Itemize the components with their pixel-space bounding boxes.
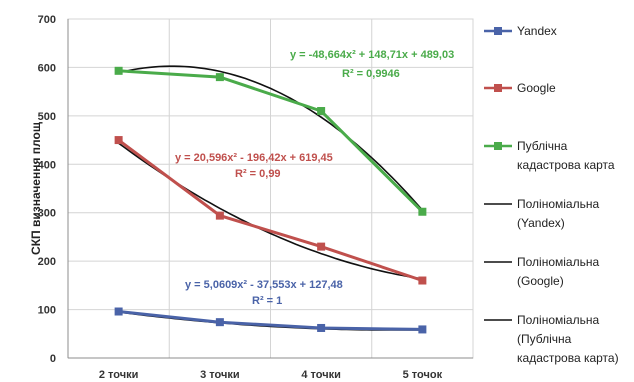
legend-label-trend-yandex: Поліноміальна (Yandex) xyxy=(517,197,599,230)
trend-equation-google: y = 20,596x² - 196,42x + 619,45 xyxy=(175,152,333,164)
legend-label-yandex: Yandex xyxy=(517,24,557,38)
y-tick-label: 600 xyxy=(38,62,56,74)
x-tick-label: 3 точки xyxy=(200,369,240,381)
trend-r2-google: R² = 0,99 xyxy=(235,168,281,180)
data-point-google xyxy=(418,276,427,285)
legend-label-google: Google xyxy=(517,81,556,95)
data-point-yandex xyxy=(418,325,427,334)
trendline-kadastr xyxy=(118,65,424,211)
series-line-yandex xyxy=(118,310,423,331)
x-tick-label: 4 точки xyxy=(301,369,341,381)
data-point-kadastr xyxy=(114,66,123,75)
trend-r2-kadastr: R² = 0,9946 xyxy=(342,68,400,80)
data-point-google xyxy=(317,242,326,251)
data-point-google xyxy=(114,136,123,145)
y-tick-label: 300 xyxy=(38,208,56,220)
trend-equations: y = -48,664x² + 148,71x + 489,03 R² = 0,… xyxy=(175,49,454,307)
x-tick-label: 5 точок xyxy=(403,369,443,381)
legend: Yandex Google Публічна кадастрова карта Полі… xyxy=(484,24,619,365)
trend-r2-yandex: R² = 1 xyxy=(252,295,282,307)
legend-label-trend-kadastr: Поліноміальна (Публічна кадастрова карта) xyxy=(517,313,619,365)
data-point-yandex xyxy=(317,323,326,332)
y-tick-label: 200 xyxy=(38,256,56,268)
y-tick-label: 100 xyxy=(38,305,56,317)
legend-marker-google xyxy=(494,84,502,92)
y-tick-label: 500 xyxy=(38,111,56,123)
legend-marker-kadastr xyxy=(494,142,502,150)
x-tick-label: 2 точки xyxy=(99,369,139,381)
axes: 0 100 200 300 400 500 600 700 2 точки 3 точки 4 то… xyxy=(29,14,473,381)
trend-equation-kadastr: y = -48,664x² + 148,71x + 489,03 xyxy=(290,49,454,61)
data-point-kadastr xyxy=(215,73,224,82)
trend-equation-yandex: y = 5,0609x² - 37,553x + 127,48 xyxy=(185,279,343,291)
data-series xyxy=(114,66,427,334)
data-point-kadastr xyxy=(317,107,326,116)
data-point-google xyxy=(215,211,224,220)
data-point-yandex xyxy=(114,307,123,316)
y-tick-label: 0 xyxy=(50,353,56,365)
y-tick-label: 700 xyxy=(38,14,56,26)
data-point-yandex xyxy=(215,318,224,327)
series-line-google xyxy=(117,138,423,282)
legend-marker-yandex xyxy=(494,27,502,35)
y-tick-label: 400 xyxy=(38,159,56,171)
legend-label-trend-google: Поліноміальна (Google) xyxy=(517,255,599,288)
series-line-kadastr xyxy=(118,69,424,213)
legend-label-kadastr: Публічна кадастрова карта xyxy=(517,139,615,172)
data-point-kadastr xyxy=(418,207,427,216)
y-axis-title: СКП визначення площ xyxy=(29,121,43,255)
